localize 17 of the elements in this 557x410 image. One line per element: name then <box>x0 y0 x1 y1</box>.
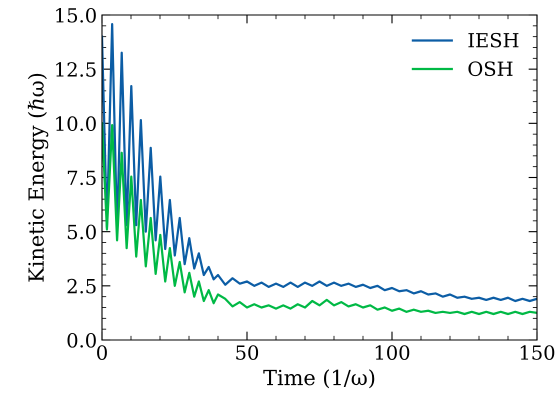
x-tick-label: 150 <box>520 345 554 360</box>
y-tick-label: 0.0 <box>68 332 96 348</box>
legend-label: OSH <box>468 61 512 76</box>
legend-label: IESH <box>468 32 518 48</box>
x-tick-label: 50 <box>236 345 258 360</box>
line-series <box>102 122 537 316</box>
x-tick-label: 100 <box>376 345 410 360</box>
y-tick-label: 2.5 <box>68 278 96 294</box>
y-axis-title: Kinetic Energy (ℏω) <box>28 74 48 282</box>
x-tick-label: 0 <box>97 345 107 360</box>
x-axis-title: Time (1/ω) <box>263 369 374 388</box>
y-tick-label: 5.0 <box>68 224 96 240</box>
line-series <box>102 22 537 302</box>
y-tick-label: 7.5 <box>68 170 96 186</box>
y-tick-label: 10.0 <box>56 116 96 131</box>
y-tick-label: 15.0 <box>56 8 96 23</box>
y-tick-label: 12.5 <box>56 62 96 77</box>
